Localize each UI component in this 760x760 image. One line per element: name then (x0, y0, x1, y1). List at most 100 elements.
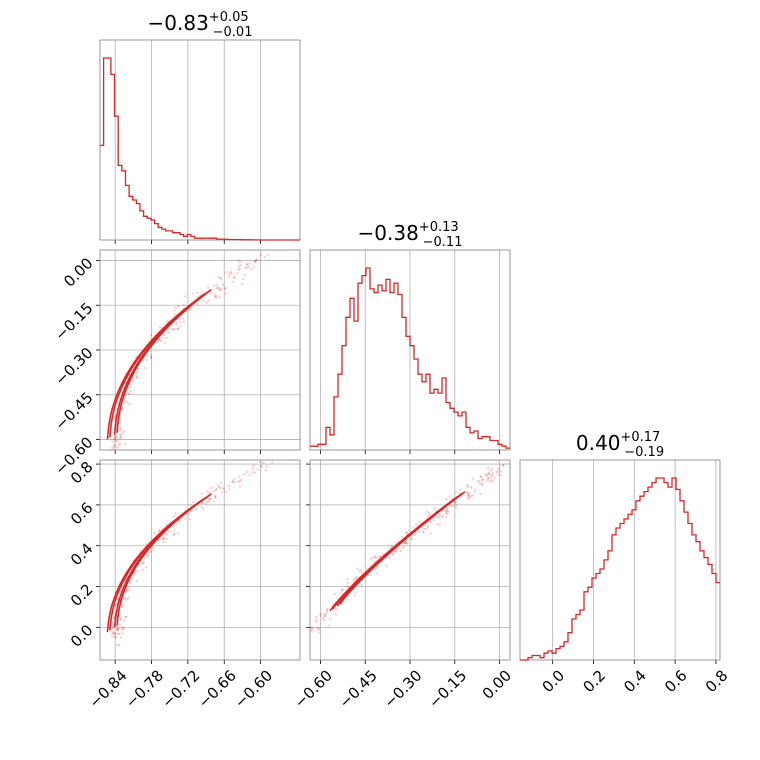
sample-point (228, 272, 231, 276)
sample-point (346, 585, 349, 588)
sample-point (485, 474, 488, 478)
sample-point (128, 403, 131, 406)
sample-point (113, 444, 117, 448)
sample-point (188, 512, 191, 515)
sample-point (125, 589, 128, 592)
sample-point (125, 598, 128, 601)
sample-point (200, 492, 204, 495)
sample-point (466, 494, 470, 497)
sample-point (153, 531, 156, 534)
sample-point (466, 491, 469, 494)
sample-point (471, 494, 474, 497)
sample-point (251, 471, 254, 474)
sample-point (117, 627, 120, 631)
sample-point (405, 531, 408, 534)
sample-point (310, 628, 313, 631)
sample-point (479, 492, 482, 496)
sample-point (310, 627, 312, 630)
sample-point (233, 481, 236, 484)
sample-point (262, 461, 265, 464)
sample-point (200, 505, 203, 509)
sample-point (111, 440, 114, 443)
sample-point (120, 408, 124, 411)
sample-point (355, 576, 358, 580)
panel-frame (519, 459, 721, 661)
sample-point (119, 618, 122, 621)
sample-point (149, 333, 153, 337)
sample-point (227, 275, 231, 278)
sample-point (122, 627, 125, 630)
sample-point (129, 582, 132, 585)
sample-point (165, 336, 168, 339)
sample-point (205, 502, 208, 506)
sample-point (111, 448, 114, 450)
sample-point (111, 627, 114, 630)
sample-point (371, 556, 375, 559)
sample-point (158, 338, 161, 342)
sample-point (215, 287, 218, 290)
sample-point (445, 510, 448, 513)
sample-point (111, 448, 114, 450)
sample-point (165, 537, 168, 540)
sample-point (424, 527, 427, 530)
sample-point (352, 578, 356, 581)
sample-point (122, 402, 126, 405)
sample-point (113, 437, 117, 441)
sample-point (447, 511, 450, 514)
sample-point (354, 591, 357, 594)
sample-point (182, 303, 185, 307)
title-minus: −0.19 (624, 445, 664, 460)
sample-point (239, 264, 242, 267)
sample-point (161, 537, 165, 541)
sample-point (487, 476, 490, 480)
sample-point (346, 581, 350, 584)
sample-point (436, 523, 439, 526)
sample-point (213, 284, 216, 287)
sample-point (491, 468, 494, 471)
panel-title-p0: −0.83+0.05 −0.01 (148, 10, 253, 40)
sample-point (143, 556, 147, 560)
sample-point (468, 497, 471, 500)
sample-point (239, 478, 243, 481)
sample-point (123, 596, 127, 600)
sample-point (245, 263, 249, 266)
x-tick-label: 0.00 (479, 666, 515, 702)
sample-point (214, 495, 217, 498)
sample-point (422, 531, 425, 534)
sample-point (113, 434, 116, 437)
sample-point (118, 644, 121, 647)
sample-point (252, 464, 255, 467)
sample-point (111, 620, 114, 623)
x-tick-label: 0.0 (539, 666, 569, 696)
sample-point (232, 276, 236, 279)
sample-point (147, 554, 150, 557)
scatter-2-0 (106, 460, 274, 647)
sample-point (116, 632, 120, 636)
histogram-p0 (100, 57, 300, 241)
sample-point (114, 438, 117, 441)
sample-point (469, 495, 473, 498)
sample-point (489, 474, 492, 477)
sample-point (265, 465, 269, 468)
sample-point (317, 628, 320, 631)
sample-point (430, 520, 433, 524)
sample-point (489, 469, 492, 472)
sample-point (135, 372, 139, 375)
sample-point (237, 475, 241, 478)
sample-point (465, 491, 469, 494)
sample-point (321, 617, 324, 620)
sample-point (326, 609, 329, 612)
sample-point (425, 515, 429, 518)
sample-point (455, 503, 458, 507)
sample-point (158, 528, 161, 532)
sample-point (352, 580, 355, 583)
sample-point (482, 478, 485, 481)
sample-point (168, 530, 171, 533)
sample-point (454, 506, 458, 509)
sample-point (129, 389, 132, 392)
sample-point (449, 504, 452, 507)
sample-point (119, 436, 122, 440)
sample-point (182, 320, 186, 323)
sample-point (178, 325, 182, 328)
sample-point (509, 466, 510, 469)
